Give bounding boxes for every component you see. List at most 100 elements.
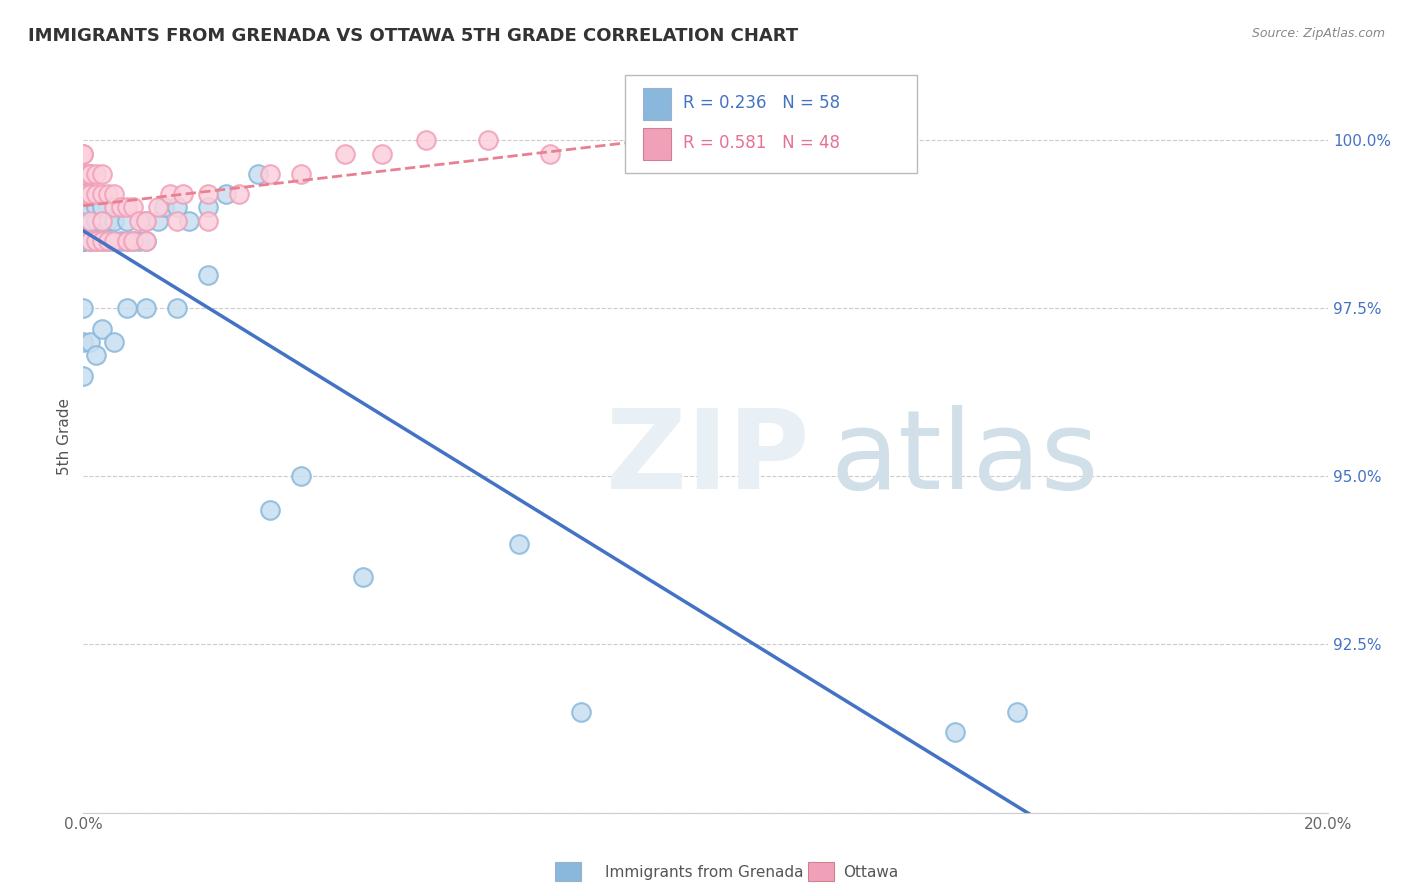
- Point: [115, 201, 138, 215]
- Point: [135, 234, 157, 248]
- Point: [72, 368, 94, 383]
- Point: [166, 201, 188, 215]
- Point: [1005, 705, 1028, 719]
- Point: [146, 201, 169, 215]
- Point: [115, 301, 138, 316]
- Bar: [644, 128, 671, 160]
- Point: [72, 187, 94, 202]
- Point: [79, 214, 101, 228]
- Point: [197, 201, 219, 215]
- Point: [79, 234, 101, 248]
- Point: [79, 234, 101, 248]
- Point: [135, 234, 157, 248]
- Point: [110, 201, 132, 215]
- Point: [72, 234, 94, 248]
- Point: [91, 321, 114, 335]
- Point: [352, 570, 374, 584]
- Point: [333, 146, 356, 161]
- Point: [72, 201, 94, 215]
- Point: [79, 214, 101, 228]
- Point: [371, 146, 394, 161]
- Point: [79, 167, 101, 181]
- Point: [166, 214, 188, 228]
- Point: [197, 268, 219, 282]
- Point: [91, 214, 114, 228]
- Point: [122, 234, 145, 248]
- Point: [72, 146, 94, 161]
- Point: [72, 234, 94, 248]
- Point: [72, 167, 94, 181]
- Point: [91, 201, 114, 215]
- Point: [91, 187, 114, 202]
- Point: [97, 234, 120, 248]
- Point: [72, 167, 94, 181]
- Point: [84, 348, 107, 362]
- Point: [72, 334, 94, 349]
- Point: [79, 187, 101, 202]
- Point: [215, 187, 238, 202]
- Point: [84, 214, 107, 228]
- Point: [135, 301, 157, 316]
- Point: [72, 234, 94, 248]
- Point: [84, 167, 107, 181]
- Point: [72, 187, 94, 202]
- Point: [135, 214, 157, 228]
- Point: [103, 234, 125, 248]
- Point: [115, 234, 138, 248]
- Point: [197, 187, 219, 202]
- Y-axis label: 5th Grade: 5th Grade: [58, 398, 72, 475]
- Point: [91, 214, 114, 228]
- FancyBboxPatch shape: [624, 75, 917, 172]
- Point: [72, 187, 94, 202]
- Point: [79, 187, 101, 202]
- Point: [97, 234, 120, 248]
- Point: [79, 167, 101, 181]
- Point: [103, 334, 125, 349]
- Point: [91, 234, 114, 248]
- Point: [197, 214, 219, 228]
- Point: [72, 167, 94, 181]
- Point: [259, 503, 281, 517]
- Point: [166, 301, 188, 316]
- Point: [79, 201, 101, 215]
- Point: [97, 187, 120, 202]
- Bar: [644, 88, 671, 120]
- Point: [79, 334, 101, 349]
- Point: [103, 234, 125, 248]
- Point: [103, 214, 125, 228]
- Point: [84, 234, 107, 248]
- Text: R = 0.236   N = 58: R = 0.236 N = 58: [683, 95, 841, 112]
- Point: [97, 214, 120, 228]
- Point: [115, 214, 138, 228]
- Point: [569, 705, 592, 719]
- Point: [91, 167, 114, 181]
- Point: [72, 146, 94, 161]
- Point: [172, 187, 194, 202]
- Point: [135, 214, 157, 228]
- Point: [415, 133, 437, 147]
- Text: IMMIGRANTS FROM GRENADA VS OTTAWA 5TH GRADE CORRELATION CHART: IMMIGRANTS FROM GRENADA VS OTTAWA 5TH GR…: [28, 27, 799, 45]
- Point: [72, 234, 94, 248]
- Point: [91, 234, 114, 248]
- Point: [508, 536, 530, 550]
- Point: [290, 167, 312, 181]
- Point: [128, 234, 150, 248]
- Point: [538, 146, 561, 161]
- Point: [943, 724, 966, 739]
- Point: [159, 187, 181, 202]
- Point: [122, 201, 145, 215]
- Point: [177, 214, 200, 228]
- Point: [146, 214, 169, 228]
- Point: [72, 167, 94, 181]
- Point: [664, 146, 686, 161]
- Point: [84, 234, 107, 248]
- Point: [72, 187, 94, 202]
- Point: [72, 201, 94, 215]
- Text: ZIP: ZIP: [606, 405, 810, 512]
- Point: [246, 167, 269, 181]
- Point: [72, 187, 94, 202]
- Point: [79, 167, 101, 181]
- Point: [72, 167, 94, 181]
- Point: [103, 201, 125, 215]
- Point: [477, 133, 499, 147]
